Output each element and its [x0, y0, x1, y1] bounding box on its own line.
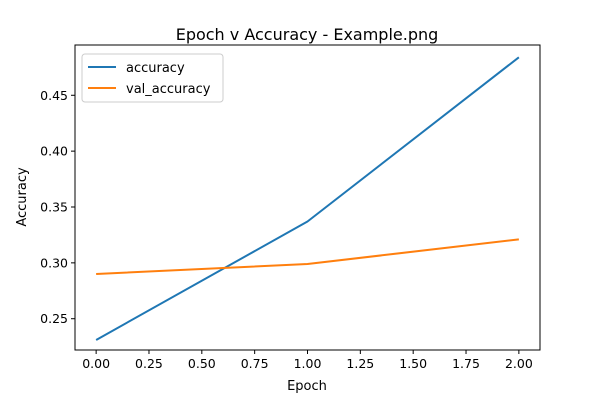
y-tick-label: 0.45: [40, 88, 68, 103]
x-axis-ticks: 0.00 0.25 0.50 0.75 1.00 1.25 1.50 1.75 2.00: [82, 350, 533, 371]
y-axis-ticks: 0.25 0.30 0.35 0.40 0.45: [40, 88, 75, 326]
x-tick-label: 1.25: [346, 356, 374, 371]
x-tick-label: 1.75: [452, 356, 480, 371]
y-tick-label: 0.40: [40, 144, 68, 159]
x-tick-label: 0.00: [82, 356, 110, 371]
y-tick-label: 0.35: [40, 199, 68, 214]
x-axis-label: Epoch: [287, 379, 327, 394]
legend-label-accuracy: accuracy: [126, 61, 185, 76]
x-tick-label: 1.00: [294, 356, 322, 371]
y-axis-label: Accuracy: [15, 167, 30, 227]
x-tick-label: 1.50: [399, 356, 427, 371]
legend-label-val-accuracy: val_accuracy: [126, 82, 211, 97]
x-tick-label: 0.50: [188, 356, 216, 371]
chart-title: Epoch v Accuracy - Example.png: [176, 25, 439, 44]
legend: accuracy val_accuracy: [81, 53, 224, 103]
legend-box: [81, 53, 224, 103]
series-layer: [95, 56, 520, 341]
x-tick-label: 2.00: [505, 356, 533, 371]
y-tick-label: 0.30: [40, 255, 68, 270]
x-tick-label: 0.75: [241, 356, 269, 371]
y-tick-label: 0.25: [40, 311, 68, 326]
x-tick-label: 0.25: [135, 356, 163, 371]
